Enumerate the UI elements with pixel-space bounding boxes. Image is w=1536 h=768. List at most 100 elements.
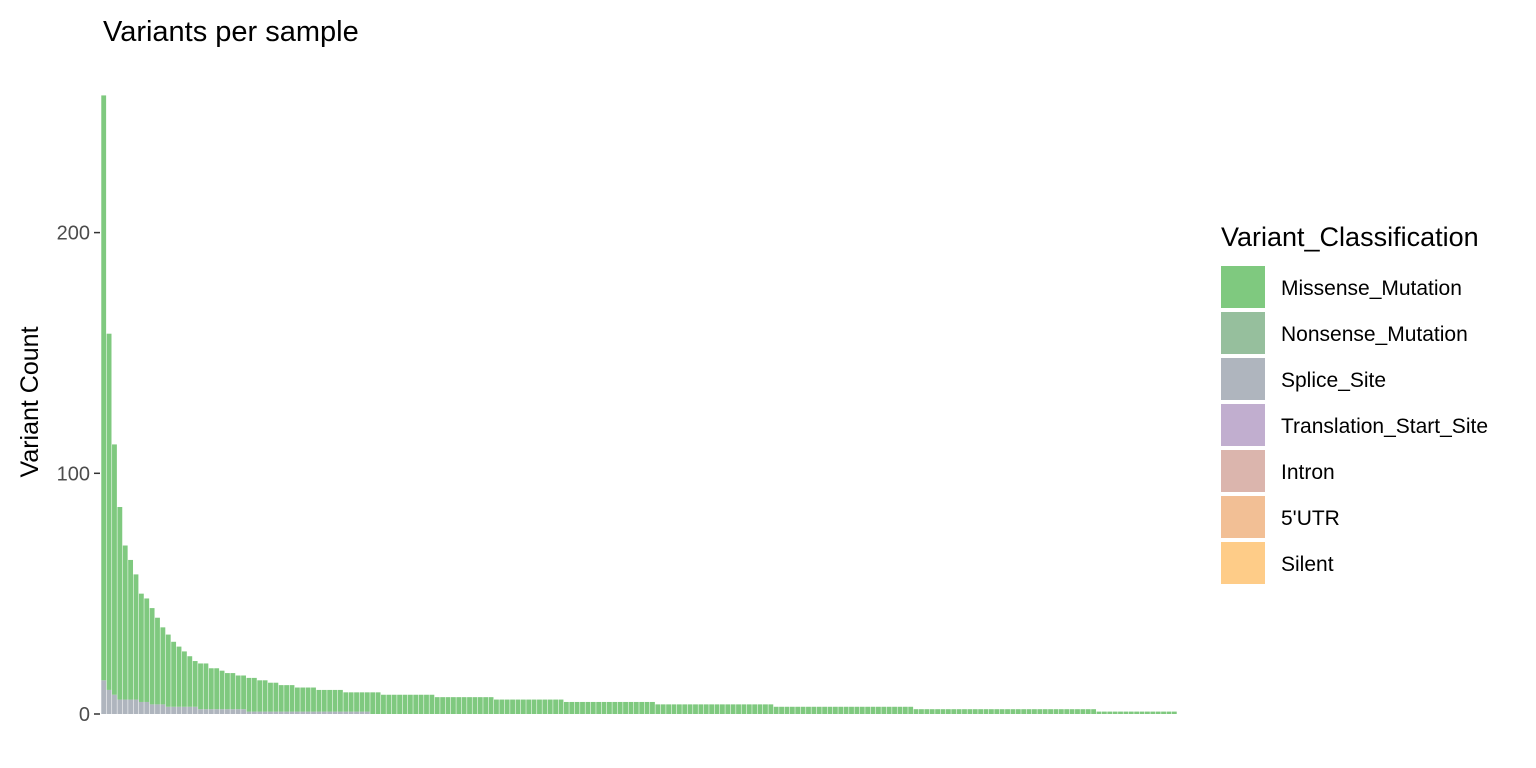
bar-segment-missense <box>381 694 386 714</box>
bar-segment-missense <box>854 706 860 714</box>
bar-segment-missense <box>128 559 134 700</box>
bar-segment-other <box>241 709 246 714</box>
bar-segment-missense <box>122 545 128 700</box>
bar-segment-missense <box>623 701 628 714</box>
bar-segment-missense <box>337 689 343 712</box>
bar-segment-missense <box>897 706 903 714</box>
bar-segment-missense <box>1026 709 1032 714</box>
bar-segment-missense <box>945 709 951 714</box>
bar-segment-missense <box>892 706 897 714</box>
bar-segment-other <box>278 711 284 714</box>
bar-segment-missense <box>773 706 779 714</box>
bar-segment-missense <box>585 701 591 714</box>
bar-segment-missense <box>499 699 505 714</box>
bar-segment-missense <box>483 697 489 714</box>
bar-segment-missense <box>413 694 419 714</box>
bar-segment-other <box>273 711 279 714</box>
bar-segment-missense <box>494 699 499 714</box>
bar-segment-missense <box>407 694 413 714</box>
bar-segment-other <box>187 706 193 714</box>
bar-segment-other <box>112 694 117 714</box>
bar-segment-missense <box>1042 709 1048 714</box>
bar-segment-missense <box>251 677 257 712</box>
bar-segment-missense <box>305 687 311 712</box>
bar-segment-other <box>128 699 134 714</box>
bar-segment-missense <box>935 709 941 714</box>
bar-segment-other <box>171 706 177 714</box>
bar-segment-missense <box>531 699 537 714</box>
bar-segment-missense <box>811 706 817 714</box>
bar-segment-missense <box>391 694 397 714</box>
bar-segment-missense <box>962 709 967 714</box>
bar-segment-missense <box>1171 711 1177 714</box>
bar-segment-missense <box>1155 711 1161 714</box>
bar-segment-missense <box>752 704 758 714</box>
legend-label: Missense_Mutation <box>1281 277 1462 300</box>
bar-segment-other <box>230 709 236 714</box>
y-tick-label: 100 <box>57 463 90 485</box>
bar-segment-other <box>176 706 182 714</box>
bar-segment-missense <box>1096 711 1102 714</box>
bar-segment-missense <box>908 706 914 714</box>
bar-segment-missense <box>176 646 182 707</box>
bar-segment-missense <box>472 697 478 714</box>
bar-segment-missense <box>913 709 919 714</box>
bar-segment-missense <box>596 701 602 714</box>
bar-segment-missense <box>789 706 795 714</box>
bar-segment-missense <box>1101 711 1107 714</box>
bar-segment-missense <box>456 697 462 714</box>
bar-segment-missense <box>155 617 160 705</box>
bar-segment-missense <box>1005 709 1010 714</box>
bar-segment-other <box>106 689 112 714</box>
bar-segment-missense <box>526 699 532 714</box>
bar-segment-other <box>133 699 139 714</box>
bar-segment-other <box>192 706 198 714</box>
legend-key <box>1221 404 1265 446</box>
bar-segment-missense <box>617 701 623 714</box>
bar-segment-missense <box>886 706 892 714</box>
bar-segment-missense <box>859 706 865 714</box>
bar-segment-missense <box>644 701 650 714</box>
bar-segment-missense <box>655 704 661 714</box>
bar-segment-missense <box>424 694 429 714</box>
bar-segment-missense <box>1021 709 1027 714</box>
bar-segment-missense <box>149 608 155 705</box>
bar-segment-missense <box>881 706 887 714</box>
bar-segment-other <box>208 709 214 714</box>
bar-segment-other <box>101 680 107 714</box>
bar-segment-missense <box>278 685 284 712</box>
bar-segment-missense <box>225 673 230 710</box>
bar-segment-other <box>327 711 333 714</box>
bar-segment-missense <box>693 704 698 714</box>
bar-segment-missense <box>165 634 171 707</box>
bar-segment-missense <box>1048 709 1053 714</box>
bar-segment-missense <box>865 706 871 714</box>
bar-segment-missense <box>687 704 693 714</box>
bar-segment-missense <box>725 704 731 714</box>
bar-segment-other <box>144 701 150 714</box>
bar-segment-missense <box>117 507 123 700</box>
bar-segment-missense <box>348 692 354 712</box>
bar-segment-missense <box>988 709 994 714</box>
bar-segment-missense <box>1128 711 1134 714</box>
bar-segment-missense <box>574 701 580 714</box>
bar-segment-missense <box>257 680 263 712</box>
bar-segment-other <box>343 711 349 714</box>
legend-label: Intron <box>1281 461 1335 484</box>
legend-key <box>1221 496 1265 538</box>
bar-segment-missense <box>994 709 1000 714</box>
bar-segment-other <box>364 711 370 714</box>
bar-segment-missense <box>676 704 682 714</box>
bar-segment-other <box>122 699 128 714</box>
bar-segment-other <box>257 711 263 714</box>
bar-segment-other <box>149 704 155 714</box>
bar-segment-missense <box>477 697 483 714</box>
bar-segment-missense <box>800 706 806 714</box>
bar-segment-missense <box>601 701 607 714</box>
y-tick-label: 0 <box>79 704 90 726</box>
bar-segment-missense <box>703 704 709 714</box>
bar-segment-other <box>348 711 354 714</box>
bar-segment-missense <box>284 685 290 712</box>
bar-segment-missense <box>160 627 166 705</box>
